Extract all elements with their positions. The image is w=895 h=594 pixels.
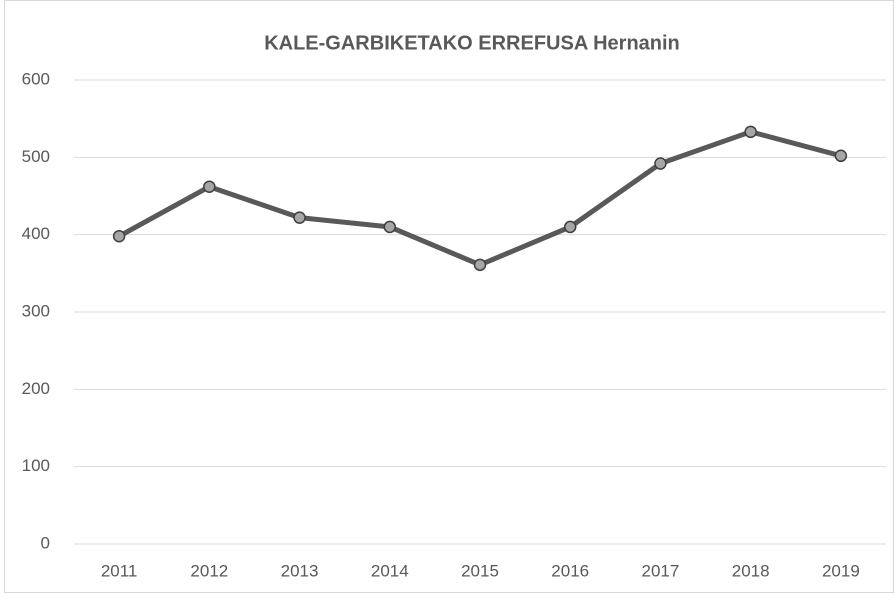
- data-point: [654, 157, 667, 170]
- y-tick-label: 100: [22, 456, 50, 475]
- x-tick-label: 2015: [461, 561, 499, 580]
- data-point: [473, 258, 487, 272]
- chart-title: KALE-GARBIKETAKO ERREFUSA Hernanin: [264, 32, 680, 54]
- x-tick-label: 2019: [822, 561, 860, 580]
- y-tick-label: 200: [22, 379, 50, 398]
- y-tick-label: 0: [41, 533, 50, 552]
- data-point: [563, 220, 577, 234]
- data-point: [203, 180, 216, 193]
- x-tick-label: 2018: [732, 561, 770, 580]
- x-tick-label: 2016: [551, 561, 589, 580]
- data-point: [744, 125, 757, 139]
- x-tick-label: 2012: [190, 561, 228, 580]
- x-tick-label: 2011: [101, 561, 138, 580]
- x-tick-label: 2014: [371, 561, 409, 580]
- y-tick-label: 400: [22, 224, 50, 243]
- y-tick-label: 600: [22, 69, 50, 88]
- y-tick-label: 300: [22, 301, 50, 320]
- y-tick-label: 500: [22, 147, 50, 166]
- data-point: [293, 211, 306, 224]
- data-point: [834, 149, 848, 163]
- data-point: [383, 220, 397, 234]
- data-point: [112, 229, 126, 243]
- x-tick-label: 2013: [281, 561, 319, 580]
- chart-border: [4, 0, 894, 593]
- x-tick-label: 2017: [642, 561, 680, 580]
